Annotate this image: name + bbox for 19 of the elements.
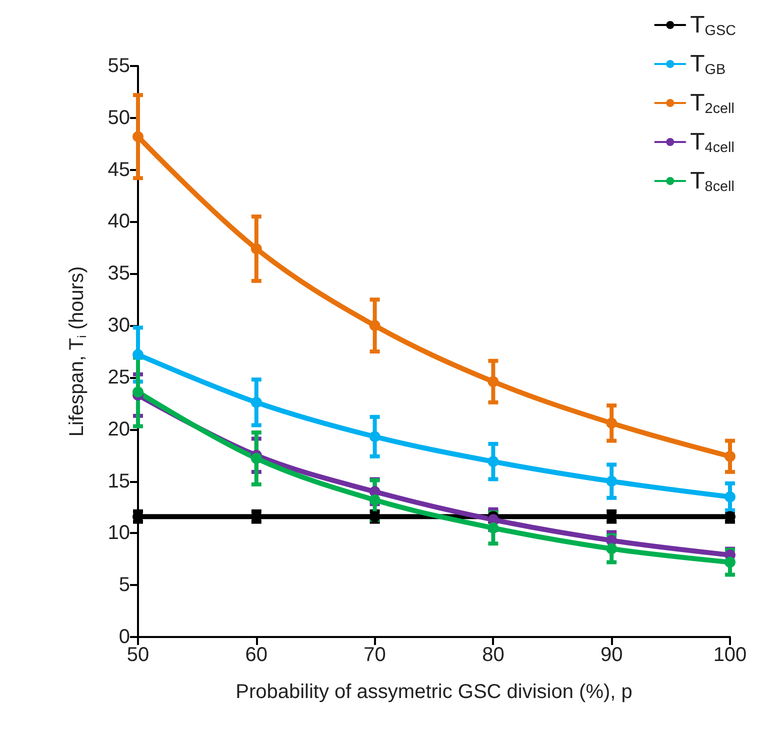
x-tick-label: 60 <box>245 644 268 666</box>
x-tick-label: 70 <box>364 644 386 666</box>
y-tick-label: 10 <box>108 522 130 544</box>
y-tick-label: 50 <box>108 106 130 129</box>
x-tick-label: 100 <box>713 644 747 666</box>
y-tick-label: 55 <box>108 55 130 77</box>
y-tick-label: 15 <box>108 470 130 492</box>
y-tick-label: 30 <box>108 314 130 337</box>
x-axis-title: Probability of assymetric GSC division (%), p <box>236 681 632 703</box>
y-tick-label: 25 <box>108 366 130 388</box>
y-axis-title: Lifespan, Ti (hours) <box>66 266 89 437</box>
y-tick-label: 35 <box>108 262 130 285</box>
y-tick-label: 5 <box>118 574 130 596</box>
y-tick-label: 40 <box>108 210 130 233</box>
y-tick-label: 0 <box>118 626 130 648</box>
x-tick-label: 80 <box>482 644 504 666</box>
y-tick-label: 45 <box>108 158 130 181</box>
y-tick-label: 20 <box>108 418 130 440</box>
x-tick-label: 90 <box>600 644 623 666</box>
